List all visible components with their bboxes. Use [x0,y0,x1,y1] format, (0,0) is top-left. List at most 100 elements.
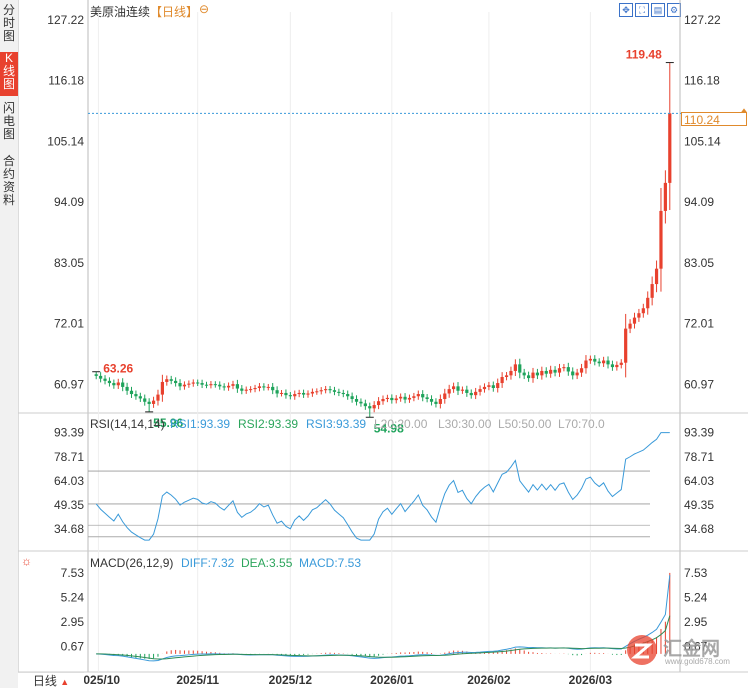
macd-settings-icon[interactable]: ☼ [21,554,32,568]
candle-body [182,384,187,387]
candle-body [487,385,491,387]
candle-body [125,386,129,391]
y-tick-right: 105.14 [684,134,721,148]
y-tick-right: 60.97 [684,377,714,391]
candle-body [200,383,204,385]
candle-body [610,364,615,368]
annotation-label: 54.98 [374,421,404,435]
candle-body [557,368,562,373]
rsi-tick-left: 78.71 [54,450,84,464]
macd-value: MACD:7.53 [299,556,362,570]
candle-body [160,381,164,395]
candle-body [209,384,213,386]
candle-body [368,406,372,409]
candle-body [319,390,323,392]
current-price-tag: 110.24 [681,112,747,127]
candle-body [253,388,257,390]
rsi-label: RSI(14,14,14) [90,417,165,431]
macd-tick-right: 2.95 [684,615,708,629]
candle-body [249,389,253,391]
candle-body [650,284,654,298]
candle-body [147,401,151,404]
candle-body [121,382,125,387]
tab-contract-info[interactable]: 合约资料 [2,154,15,207]
y-tick-left: 105.14 [47,134,84,148]
candle-body [646,297,650,309]
candle-body [535,372,540,376]
candle-body [328,389,332,391]
candle-body [429,399,434,402]
candle-body [540,370,544,376]
crosshair-icon[interactable]: ✥ [619,3,633,17]
dea-line [96,615,671,660]
candle-body [226,385,231,388]
candle-body [213,384,217,386]
candle-body [138,396,142,399]
candle-body [376,401,381,406]
candle-body [579,368,584,373]
macd-tick-left: 5.24 [61,591,85,605]
candle-body [129,390,134,395]
candle-body [156,394,160,401]
candle-body [619,362,623,365]
x-tick: 2026/03 [569,673,613,687]
candle-body [460,389,465,391]
candle-body [235,384,239,389]
candle-body [196,382,200,384]
candle-body [94,374,98,376]
candle-body [178,383,182,387]
candle-body [363,403,367,407]
candle-body [668,113,672,183]
candle-body [628,323,632,329]
macd-tick-left: 7.53 [61,566,85,580]
x-tick: 2026/02 [467,673,511,687]
sidebar: 分时图 K线图 闪电图 合约资料 [0,0,19,688]
l30-value: L30:30.00 [438,417,492,431]
l70-value: L70:70.0 [558,417,605,431]
candle-body [288,395,292,397]
x-tick: 2025/12 [269,673,313,687]
tab-flash[interactable]: 闪电图 [2,101,15,141]
y-tick-right: 83.05 [684,256,714,270]
candle-body [169,379,173,381]
rsi-line [95,432,670,541]
zoom-icon[interactable]: ⊖ [199,2,210,16]
annotation-label: 55.96 [153,416,183,430]
candle-body [593,358,597,362]
tab-timeshare[interactable]: 分时图 [2,3,15,43]
candle-body [103,378,107,381]
candle-body [438,399,442,404]
candle-body [474,391,478,396]
price-arrow-icon [741,108,747,113]
x-tick: 2025/10 [77,673,121,687]
candle-body [606,360,610,365]
y-tick-left: 127.22 [47,13,84,27]
candle-body [244,389,248,391]
candle-body [500,377,504,384]
chart-type-icon[interactable]: ▤ [651,3,665,17]
candle-body [451,386,456,390]
rsi-tick-left: 49.35 [54,498,84,512]
candle-body [425,397,429,400]
fullscreen-icon[interactable]: ⛶ [635,3,649,17]
rsi-tick-right: 93.39 [684,426,714,440]
candle-body [390,397,394,401]
candle-body [412,396,416,398]
candle-body [566,367,570,372]
rsi-tick-right: 64.03 [684,474,714,488]
candle-body [134,394,138,397]
watermark-text: 汇金网 [663,639,721,660]
tab-kline[interactable]: K线图 [0,52,18,96]
candle-body [659,210,663,269]
candle-body [571,371,575,376]
macd-tick-left: 0.67 [61,640,85,654]
macd-tick-right: 5.24 [684,591,708,605]
candle-body [143,398,147,402]
period-button[interactable]: 日线 ▲ [18,672,84,689]
candle-body [271,386,275,391]
chart-title: 美原油连续 [90,5,151,19]
candle-body [204,384,209,386]
candle-body [257,386,262,389]
candle-body [597,361,601,364]
